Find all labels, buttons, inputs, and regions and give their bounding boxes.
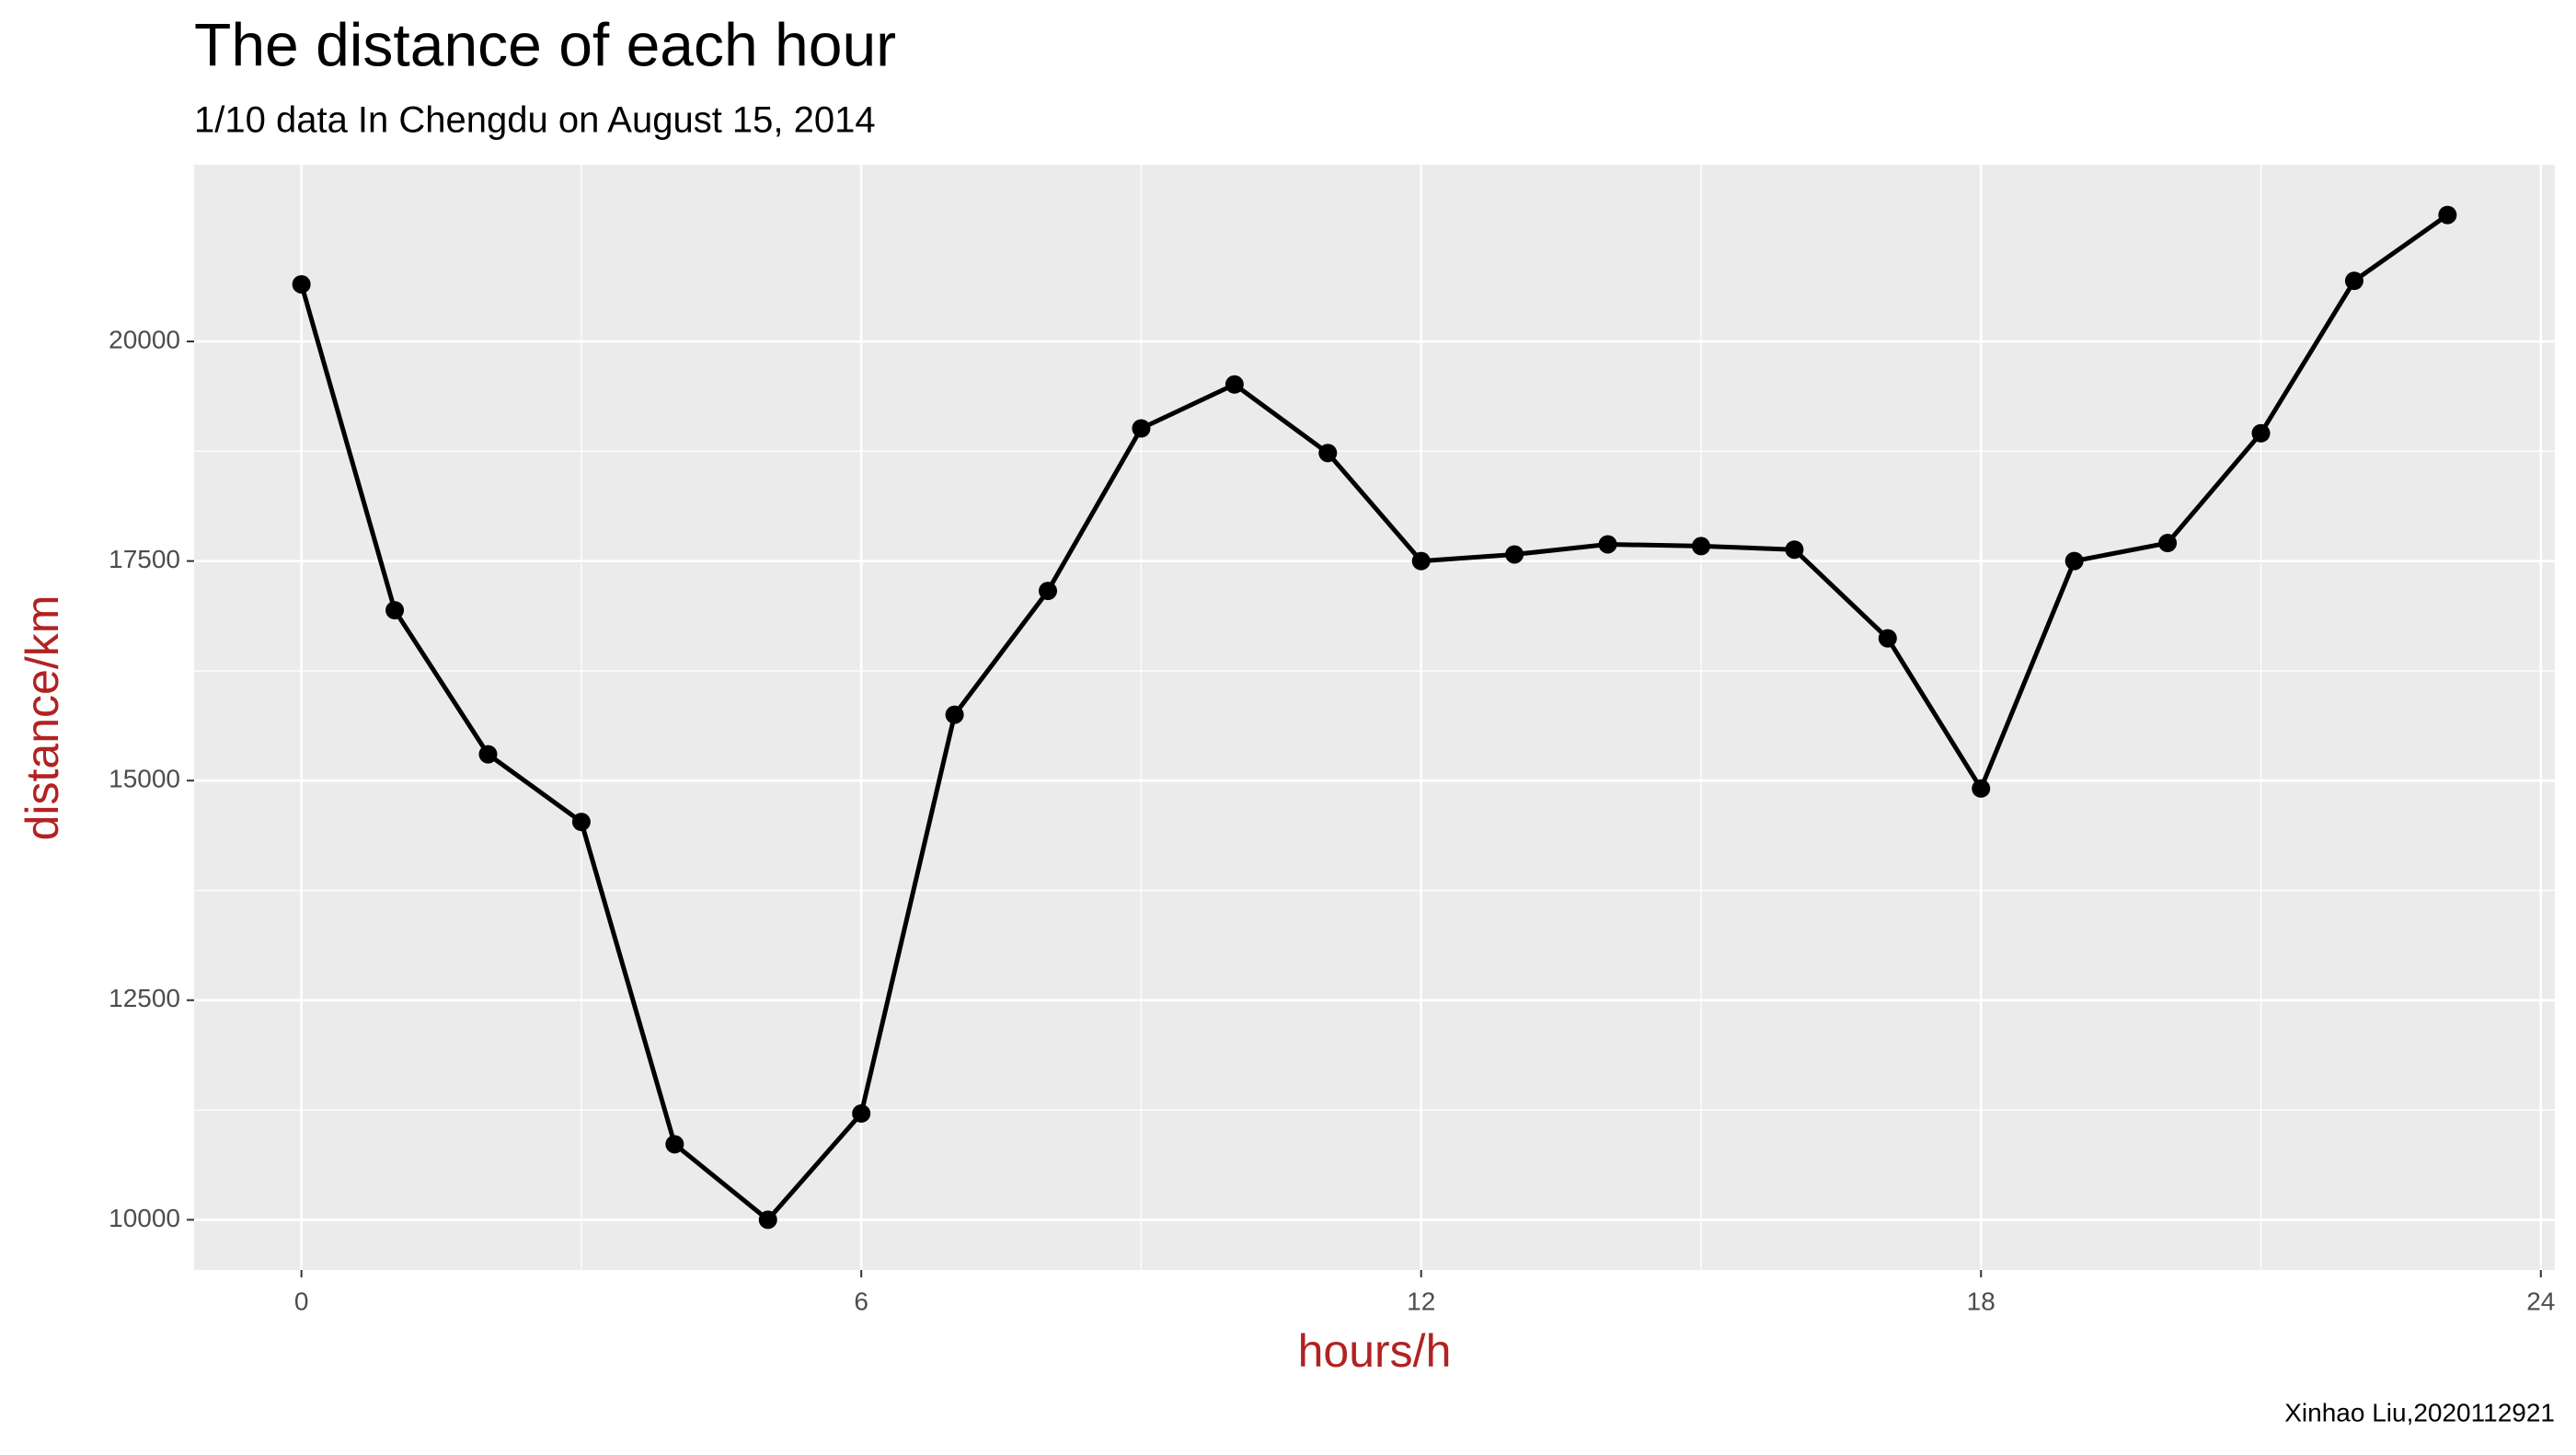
- point: [292, 274, 311, 294]
- caption: Xinhao Liu,2020112921: [2284, 1398, 2555, 1426]
- point: [1505, 545, 1524, 564]
- point: [1318, 444, 1338, 463]
- point: [1878, 629, 1897, 648]
- y-tick-label: 15000: [109, 765, 180, 793]
- y-tick-label: 17500: [109, 545, 180, 573]
- y-axis-title: distance/km: [17, 595, 68, 841]
- point: [2438, 205, 2457, 225]
- point: [945, 705, 964, 724]
- point: [665, 1135, 684, 1154]
- plot-panel: [194, 165, 2555, 1270]
- point: [1039, 582, 1058, 601]
- x-tick-label: 18: [1967, 1287, 1995, 1315]
- line: [299, 213, 2449, 1222]
- point: [758, 1210, 777, 1230]
- chart-title: The distance of each hour: [194, 10, 896, 78]
- point: [2251, 423, 2271, 443]
- x-tick-label: 24: [2526, 1287, 2555, 1315]
- y-tick-label: 20000: [109, 325, 180, 353]
- point: [1598, 535, 1617, 554]
- x-tick-label: 0: [294, 1287, 309, 1315]
- y-tick-label: 12500: [109, 984, 180, 1012]
- point: [478, 745, 498, 764]
- point: [1411, 551, 1431, 571]
- point: [2064, 551, 2084, 571]
- point: [1691, 537, 1710, 556]
- point: [1132, 419, 1151, 438]
- point: [1225, 375, 1244, 394]
- point: [852, 1103, 871, 1123]
- point: [1972, 779, 1991, 798]
- x-tick-label: 12: [1407, 1287, 1435, 1315]
- y-tick-label: 10000: [109, 1204, 180, 1232]
- point: [1785, 540, 1804, 560]
- point: [385, 601, 405, 620]
- x-axis-title: hours/h: [1298, 1325, 1452, 1377]
- point: [2158, 534, 2178, 553]
- point: [571, 813, 591, 832]
- point: [2344, 271, 2363, 291]
- chart-subtitle: 1/10 data In Chengdu on August 15, 2014: [194, 100, 876, 141]
- x-tick-label: 6: [854, 1287, 868, 1315]
